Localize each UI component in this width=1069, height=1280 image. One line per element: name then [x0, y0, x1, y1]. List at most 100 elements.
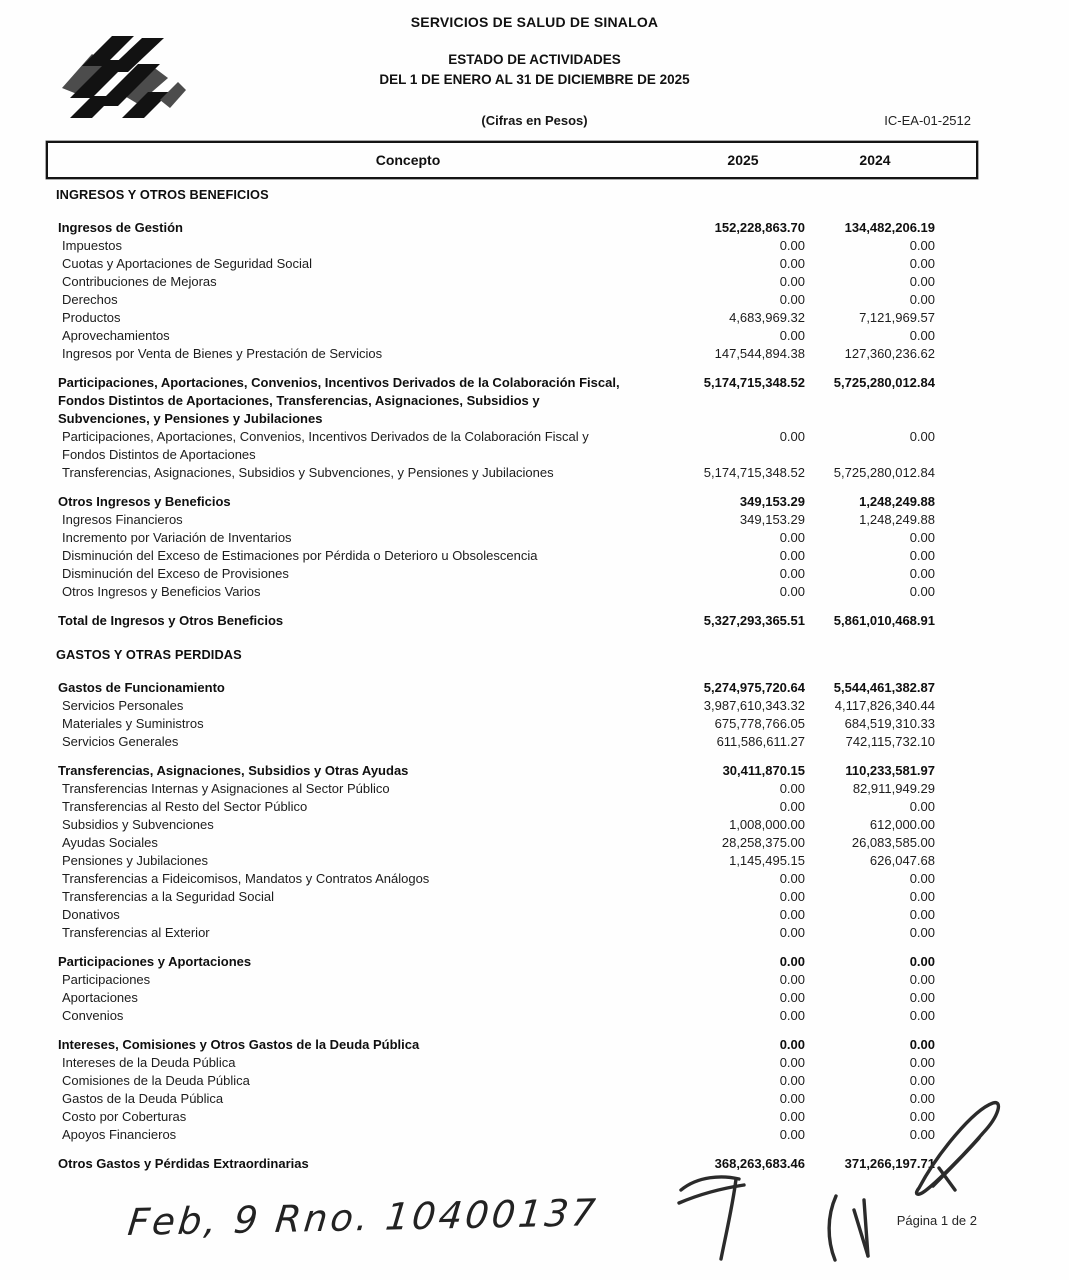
table-row: Intereses, Comisiones y Otros Gastos de …	[58, 1036, 935, 1054]
row-value-2024: 5,725,280,012.84	[833, 465, 935, 480]
row-value-2024: 134,482,206.19	[844, 220, 935, 235]
row-label: Intereses, Comisiones y Otros Gastos de …	[58, 1037, 420, 1052]
table-row: Gastos de la Deuda Pública 0.00 0.00	[58, 1090, 935, 1108]
row-group: Intereses, Comisiones y Otros Gastos de …	[58, 1036, 935, 1144]
row-value-2024: 0.00	[909, 328, 935, 343]
table-row: Ayudas Sociales 28,258,375.00 26,083,585…	[58, 834, 935, 852]
table-row: Ingresos de Gestión 152,228,863.70 134,4…	[58, 219, 935, 237]
row-label: Intereses de la Deuda Pública	[62, 1055, 236, 1070]
row-label: Participaciones	[62, 972, 151, 987]
row-value-2025: 0.00	[779, 889, 805, 904]
table-row: Contribuciones de Mejoras 0.00 0.00	[58, 273, 935, 291]
org-name: SERVICIOS DE SALUD DE SINALOA	[410, 14, 659, 30]
row-label: Impuestos	[62, 238, 122, 253]
table-row: Apoyos Financieros 0.00 0.00	[58, 1126, 935, 1144]
row-value-2025: 0.00	[779, 781, 805, 796]
row-value-2025: 675,778,766.05	[714, 716, 805, 731]
document-code: IC-EA-01-2512	[884, 113, 971, 128]
table-row: Materiales y Suministros 675,778,766.05 …	[58, 715, 935, 733]
row-value-2025: 0.00	[779, 292, 805, 307]
report-period: DEL 1 DE ENERO AL 31 DE DICIEMBRE DE 202…	[379, 72, 690, 87]
row-label: Transferencias a Fideicomisos, Mandatos …	[62, 871, 430, 886]
row-value-2024: 0.00	[909, 1055, 935, 1070]
row-value-2024: 0.00	[909, 972, 935, 987]
row-label: Materiales y Suministros	[62, 716, 204, 731]
table-row: Transferencias al Exterior 0.00 0.00	[58, 924, 935, 942]
report-title: ESTADO DE ACTIVIDADES	[448, 52, 621, 67]
row-value-2025: 0.00	[779, 1008, 805, 1023]
row-label: Transferencias Internas y Asignaciones a…	[62, 781, 390, 796]
row-label: Gastos de Funcionamiento	[58, 680, 225, 695]
table-section: INGRESOS Y OTROS BENEFICIOS Ingresos de …	[56, 186, 935, 630]
table-row: Disminución del Exceso de Provisiones 0.…	[58, 565, 935, 583]
table-row: Ingresos Financieros 349,153.29 1,248,24…	[58, 511, 935, 529]
row-label: Donativos	[62, 907, 120, 922]
row-value-2025: 152,228,863.70	[714, 220, 805, 235]
row-label: Comisiones de la Deuda Pública	[62, 1073, 250, 1088]
row-value-2024: 0.00	[909, 548, 935, 563]
row-group: Otros Gastos y Pérdidas Extraordinarias …	[58, 1155, 935, 1173]
row-label: Transferencias, Asignaciones, Subsidios …	[62, 465, 554, 480]
table-row: Comisiones de la Deuda Pública 0.00 0.00	[58, 1072, 935, 1090]
row-value-2024: 0.00	[909, 954, 935, 969]
row-group: Participaciones y Aportaciones 0.00 0.00…	[58, 953, 935, 1025]
row-group: Ingresos de Gestión 152,228,863.70 134,4…	[58, 219, 935, 363]
row-value-2025: 368,263,683.46	[714, 1156, 805, 1171]
row-label: Participaciones, Aportaciones, Convenios…	[62, 429, 589, 462]
table-row: Cuotas y Aportaciones de Seguridad Socia…	[58, 255, 935, 273]
row-value-2024: 1,248,249.88	[859, 494, 935, 509]
pen-mark-check-strokes	[827, 1194, 870, 1262]
page-number: Página 1 de 2	[896, 1213, 977, 1228]
table-header: Concepto 2025 2024	[46, 141, 978, 179]
row-value-2024: 4,117,826,340.44	[834, 698, 935, 713]
row-value-2024: 612,000.00	[869, 817, 935, 832]
row-value-2025: 0.00	[779, 925, 805, 940]
row-value-2024: 0.00	[909, 238, 935, 253]
row-label: Otros Gastos y Pérdidas Extraordinarias	[58, 1156, 309, 1171]
row-group: Total de Ingresos y Otros Beneficios 5,3…	[58, 612, 935, 630]
row-value-2025: 1,008,000.00	[729, 817, 805, 832]
table-row: Participaciones, Aportaciones, Convenios…	[58, 428, 935, 464]
row-value-2025: 147,544,894.38	[714, 346, 805, 361]
column-header-concepto: Concepto	[375, 152, 441, 168]
table-row: Participaciones y Aportaciones 0.00 0.00	[58, 953, 935, 971]
units-label: (Cifras en Pesos)	[481, 113, 588, 128]
row-group: Participaciones, Aportaciones, Convenios…	[58, 374, 935, 482]
table-body: INGRESOS Y OTROS BENEFICIOS Ingresos de …	[56, 184, 935, 1184]
table-row: Impuestos 0.00 0.00	[58, 237, 935, 255]
row-value-2024: 742,115,732.10	[845, 734, 935, 749]
table-row: Ingresos por Venta de Bienes y Prestació…	[58, 345, 935, 363]
row-label: Ayudas Sociales	[62, 835, 158, 850]
row-label: Ingresos Financieros	[62, 512, 183, 527]
table-row: Transferencias a la Seguridad Social 0.0…	[58, 888, 935, 906]
column-header-2024: 2024	[859, 152, 891, 168]
row-value-2024: 0.00	[909, 530, 935, 545]
row-label: Servicios Personales	[62, 698, 184, 713]
row-label: Cuotas y Aportaciones de Seguridad Socia…	[62, 256, 313, 271]
row-value-2024: 0.00	[909, 429, 935, 444]
row-group: Transferencias, Asignaciones, Subsidios …	[58, 762, 935, 942]
table-row: Transferencias a Fideicomisos, Mandatos …	[58, 870, 935, 888]
row-label: Transferencias al Exterior	[62, 925, 210, 940]
row-value-2024: 5,861,010,468.91	[833, 613, 935, 628]
row-value-2025: 0.00	[779, 1055, 805, 1070]
row-value-2025: 0.00	[779, 274, 805, 289]
row-group: Gastos de Funcionamiento 5,274,975,720.6…	[58, 679, 935, 751]
row-value-2025: 5,274,975,720.64	[703, 680, 805, 695]
row-label: Incremento por Variación de Inventarios	[62, 530, 292, 545]
table-row: Otros Ingresos y Beneficios Varios 0.00 …	[58, 583, 935, 601]
row-value-2025: 1,145,495.15	[729, 853, 805, 868]
row-value-2024: 26,083,585.00	[851, 835, 935, 850]
row-label: Disminución del Exceso de Provisiones	[62, 566, 289, 581]
row-label: Subsidios y Subvenciones	[62, 817, 214, 832]
row-value-2024: 0.00	[909, 799, 935, 814]
table-row: Donativos 0.00 0.00	[58, 906, 935, 924]
row-label: Transferencias a la Seguridad Social	[62, 889, 274, 904]
row-value-2025: 30,411,870.15	[722, 763, 805, 778]
row-label: Ingresos de Gestión	[58, 220, 183, 235]
row-value-2024: 5,544,461,382.87	[833, 680, 935, 695]
row-value-2025: 0.00	[779, 256, 805, 271]
row-label: Aportaciones	[62, 990, 138, 1005]
pen-mark-seven	[677, 1175, 746, 1261]
row-value-2025: 0.00	[779, 799, 805, 814]
